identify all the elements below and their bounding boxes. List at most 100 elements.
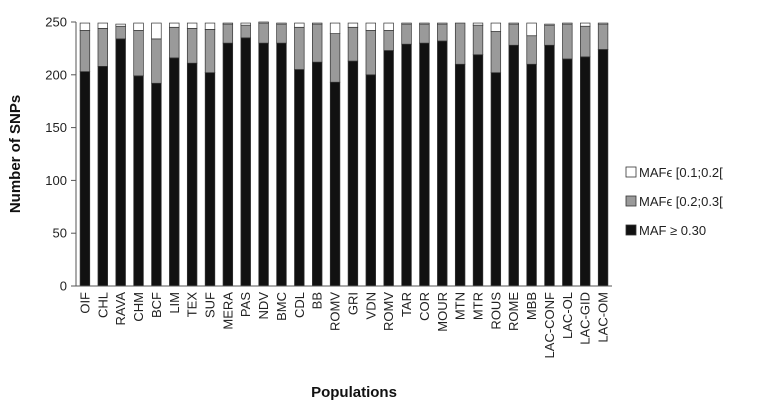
bar-segment-maf-mid <box>329 33 341 83</box>
bar-segment-maf-low <box>597 22 609 25</box>
bar-segment-maf-mid <box>401 23 412 45</box>
bar-segment-maf-high <box>294 69 305 287</box>
x-tick-label: LIM <box>167 292 182 314</box>
bar-segment-maf-high <box>79 71 91 287</box>
bar-segment-maf-low <box>508 22 519 25</box>
legend-label: MAFϵ [0.2;0.3[ <box>639 194 723 209</box>
bar-segment-maf-mid <box>151 38 162 84</box>
bar-segment-maf-mid <box>383 30 394 51</box>
bar-segment-maf-high <box>115 38 126 287</box>
bar-segment-maf-high <box>347 60 359 287</box>
bar-segment-maf-high <box>240 37 251 287</box>
bar-segment-maf-high <box>437 40 448 287</box>
bar-segment-maf-low <box>240 22 251 26</box>
bar-segment-maf-high <box>472 54 484 287</box>
bar-segment-maf-low <box>580 22 591 27</box>
bar-segment-maf-low <box>97 22 108 29</box>
bar-segment-maf-low <box>526 22 537 37</box>
bar-segment-maf-high <box>329 81 341 287</box>
bar-segment-maf-low <box>419 22 430 25</box>
bar-segment-maf-mid <box>204 29 216 74</box>
bar-segment-maf-high <box>526 63 537 287</box>
x-tick-label: CHM <box>131 292 146 322</box>
bar-segment-maf-mid <box>133 30 144 77</box>
bar-segment-maf-mid <box>490 31 502 74</box>
bar-segment-maf-low <box>294 22 305 28</box>
bar-segment-maf-high <box>312 61 323 287</box>
bar-segment-maf-high <box>454 63 466 287</box>
bar-segment-maf-high <box>580 56 591 287</box>
y-tick-label: 250 <box>45 15 67 30</box>
x-axis-title: Populations <box>311 384 397 401</box>
bar-segment-maf-mid <box>347 26 359 62</box>
bar-segment-maf-low <box>347 22 359 28</box>
bar-segment-maf-mid <box>222 23 234 44</box>
bar-segment-maf-low <box>169 22 180 28</box>
bar-segment-maf-low <box>115 23 126 27</box>
x-tick-label: BCF <box>149 292 164 318</box>
bar-segment-maf-high <box>365 74 376 287</box>
x-tick-label: MOUR <box>435 292 450 332</box>
bar-segment-maf-mid <box>258 22 269 44</box>
bar-segment-maf-high <box>222 42 234 287</box>
bar-segment-maf-low <box>133 22 144 31</box>
y-tick-label: 200 <box>45 67 67 82</box>
x-axis-labels: OIF CHL RAVA CHM BCF LIM TEX SUF MERA PAS NDV BMC CD… <box>77 292 610 359</box>
bar-segment-maf-high <box>508 44 519 287</box>
bar-segment-maf-mid <box>580 25 591 58</box>
bar-segment-maf-mid <box>79 30 91 72</box>
bar-segment-maf-low <box>312 22 323 25</box>
bar-segment-maf-low <box>401 22 412 25</box>
bar-segment-maf-high <box>490 72 502 287</box>
bar-segment-maf-mid <box>419 23 430 44</box>
bar-segment-maf-low <box>365 22 376 31</box>
bar-segment-maf-high <box>401 43 412 287</box>
bar-segment-maf-mid <box>294 26 305 70</box>
bar-segment-maf-low <box>544 23 555 26</box>
bar-segment-maf-high <box>276 42 287 287</box>
y-tick-label: 50 <box>53 226 67 241</box>
bar-segment-maf-mid <box>276 23 287 44</box>
x-tick-label: COR <box>417 292 432 321</box>
bar-segment-maf-high <box>597 49 609 287</box>
legend: MAFϵ [0.1;0.2[ MAFϵ [0.2;0.3[ MAF ≥ 0.30 <box>625 165 723 238</box>
bar-segment-maf-high <box>258 42 269 287</box>
bar-segment-maf-low <box>329 22 341 34</box>
y-axis-ticks: 0 50 100 150 200 250 <box>45 15 76 294</box>
x-tick-label: SUF <box>203 292 218 318</box>
bar-segment-maf-low <box>562 22 573 25</box>
x-tick-label: LAC-OL <box>560 292 575 339</box>
bar-segment-maf-high <box>419 42 430 287</box>
bar-segment-maf-mid <box>454 22 466 65</box>
bar-segment-maf-mid <box>115 25 126 40</box>
bar-segment-maf-mid <box>437 23 448 42</box>
bar-segment-maf-mid <box>169 26 180 59</box>
x-tick-label: ROME <box>506 292 521 331</box>
bar-segment-maf-mid <box>365 30 376 76</box>
bar-segment-maf-mid <box>186 27 198 64</box>
x-tick-label: GRI <box>345 292 360 315</box>
x-tick-label: ROMV <box>381 292 396 331</box>
bar-segment-maf-mid <box>562 23 573 60</box>
legend-swatch <box>625 195 637 207</box>
x-tick-label: LAC-CONF <box>542 292 557 359</box>
x-tick-label: MBB <box>524 292 539 320</box>
bar-segment-maf-low <box>472 22 484 26</box>
x-tick-label: BMC <box>274 292 289 321</box>
legend-swatch <box>625 166 637 178</box>
bar-segment-maf-high <box>97 66 108 287</box>
bar-segment-maf-low <box>79 22 91 31</box>
bar-segment-maf-high <box>169 57 180 287</box>
bars <box>79 21 609 287</box>
bar-segment-maf-high <box>383 50 394 287</box>
legend-label: MAF ≥ 0.30 <box>639 223 706 238</box>
bar-segment-maf-mid <box>97 27 108 67</box>
legend-label: MAFϵ [0.1;0.2[ <box>639 165 723 180</box>
bar-segment-maf-high <box>544 44 555 287</box>
x-tick-label: VDN <box>363 292 378 319</box>
legend-swatch <box>625 224 637 236</box>
x-tick-label: MERA <box>220 292 235 330</box>
bar-segment-maf-low <box>186 22 198 29</box>
x-tick-label: CHL <box>95 292 110 318</box>
